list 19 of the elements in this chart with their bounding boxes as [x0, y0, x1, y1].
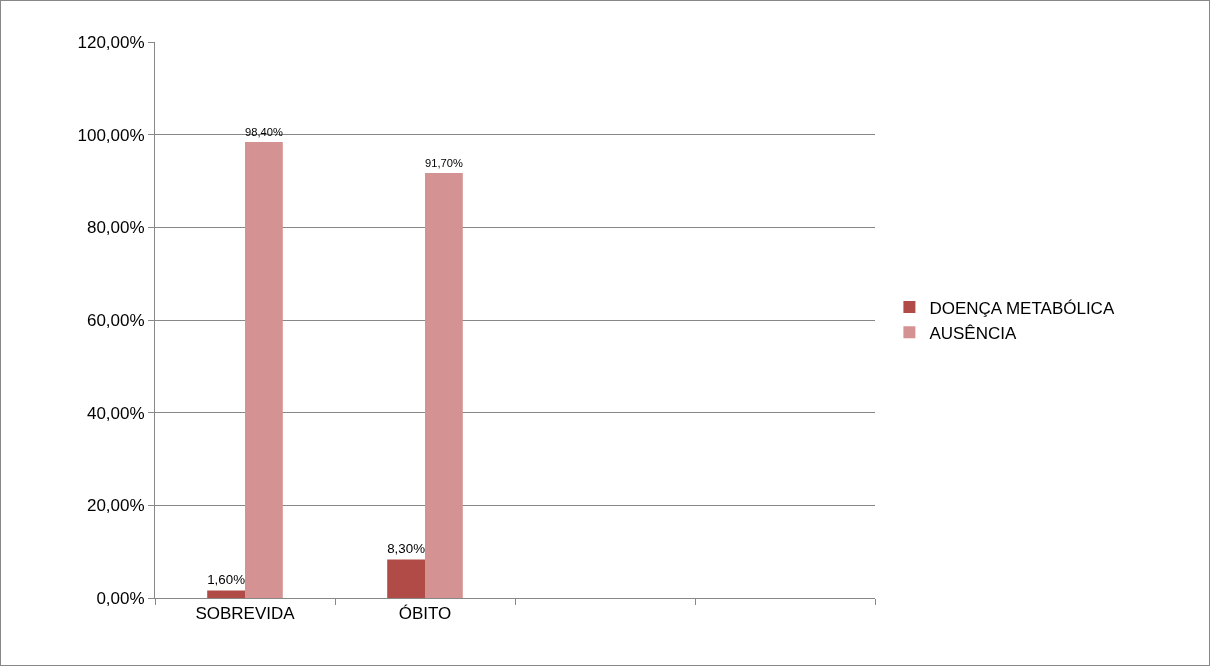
- bar: [207, 590, 245, 598]
- y-tick-label: 100,00%: [77, 125, 145, 145]
- y-tick-label: 20,00%: [86, 496, 145, 516]
- y-tick-label: 120,00%: [77, 32, 145, 52]
- bar: [245, 142, 283, 598]
- bar: [425, 173, 463, 598]
- x-tick-label: SOBREVIDA: [195, 604, 296, 624]
- y-tick-label: 80,00%: [86, 218, 145, 238]
- y-tick-label: 40,00%: [86, 403, 145, 423]
- data-label: 98,40%: [245, 126, 283, 139]
- legend-label: DOENÇA METABÓLICA: [929, 298, 1115, 318]
- y-tick-label: 0,00%: [96, 588, 145, 608]
- data-label: 8,30%: [387, 541, 426, 557]
- legend-label: AUSÊNCIA: [929, 323, 1017, 343]
- data-label: 1,60%: [207, 572, 246, 588]
- data-label: 91,70%: [425, 157, 463, 170]
- y-tick-label: 60,00%: [86, 310, 145, 330]
- bar: [387, 559, 425, 598]
- x-tick-label: ÓBITO: [398, 604, 452, 624]
